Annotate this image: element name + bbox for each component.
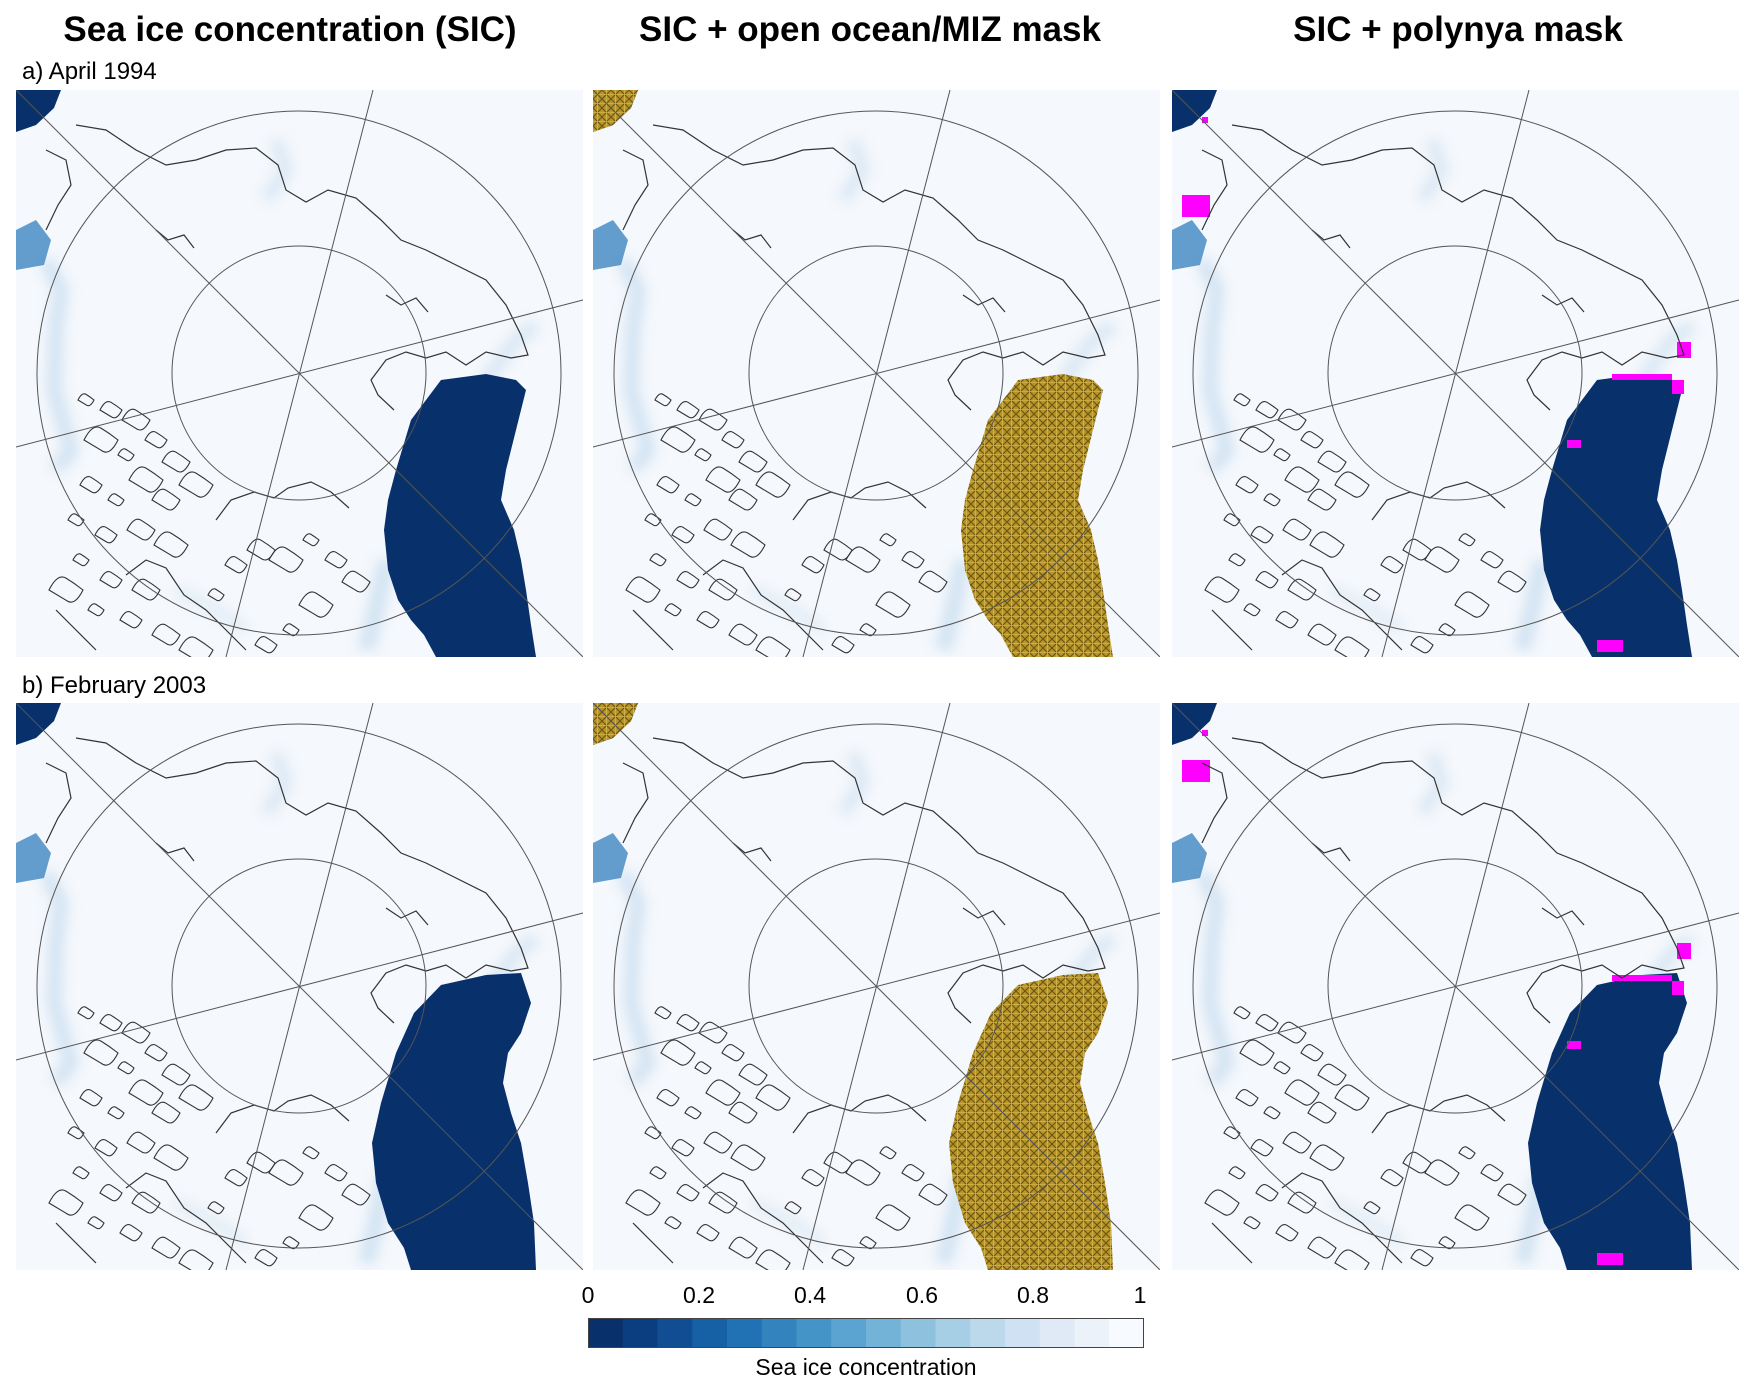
colorbar-label: Sea ice concentration: [755, 1354, 977, 1380]
column-title-miz-mask: SIC + open ocean/MIZ mask: [639, 10, 1101, 49]
open-ocean-region: [961, 374, 1113, 657]
colorbar-segment: [622, 1318, 658, 1348]
map-panel-b-miz: [593, 703, 1160, 1270]
colorbar-segment: [727, 1318, 763, 1348]
row-label-february-2003: b) February 2003: [22, 672, 207, 699]
coastline: [1201, 124, 1685, 651]
colorbar-tick: 0: [581, 1282, 595, 1308]
colorbar-segment: [831, 1318, 867, 1348]
colorbar-segment: [1109, 1318, 1145, 1348]
colorbar-segment: [796, 1318, 832, 1348]
colorbar-segment: [866, 1318, 902, 1348]
map-panel-a-polynya: [1172, 90, 1739, 657]
coastline: [622, 124, 1106, 651]
colorbar-segment: [692, 1318, 728, 1348]
colorbar-segment: [761, 1318, 797, 1348]
map-panel-b-polynya: [1172, 703, 1739, 1270]
colorbar-segment: [900, 1318, 936, 1348]
column-title-polynya-mask: SIC + polynya mask: [1293, 10, 1623, 49]
colorbar-segment: [935, 1318, 971, 1348]
colorbar-segment: [1039, 1318, 1075, 1348]
coastline: [45, 737, 529, 1264]
colorbar-segment: [1005, 1318, 1041, 1348]
colorbar-tick: 0.6: [906, 1282, 938, 1308]
polynya-mask-regions: [1182, 730, 1691, 1265]
colorbar-tick: 0.2: [683, 1282, 715, 1308]
open-ocean-region: [384, 374, 536, 657]
open-ocean-region: [949, 973, 1113, 1270]
map-panel-b-sic: [16, 703, 583, 1270]
map-panel-a-miz: [593, 90, 1160, 657]
open-water-corner: [16, 703, 61, 745]
colorbar-tick: 0.8: [1017, 1282, 1049, 1308]
row-label-april-1994: a) April 1994: [22, 58, 157, 85]
coastline: [45, 124, 529, 651]
colorbar-segment: [970, 1318, 1006, 1348]
colorbar-segment: [657, 1318, 693, 1348]
open-ocean-region: [372, 973, 536, 1270]
colorbar-segment: [588, 1318, 624, 1348]
coastline: [622, 737, 1106, 1264]
open-water-corner: [1172, 703, 1217, 745]
coastline: [1201, 737, 1685, 1264]
colorbar-tick: 1: [1133, 1282, 1147, 1308]
open-water-corner: [1172, 90, 1217, 132]
colorbar: [588, 1318, 1145, 1348]
open-water-corner: [16, 90, 61, 132]
colorbar-tick: 0.4: [794, 1282, 826, 1308]
map-panel-a-sic: [16, 90, 583, 657]
colorbar-segment: [1074, 1318, 1110, 1348]
column-title-sic: Sea ice concentration (SIC): [63, 10, 517, 49]
